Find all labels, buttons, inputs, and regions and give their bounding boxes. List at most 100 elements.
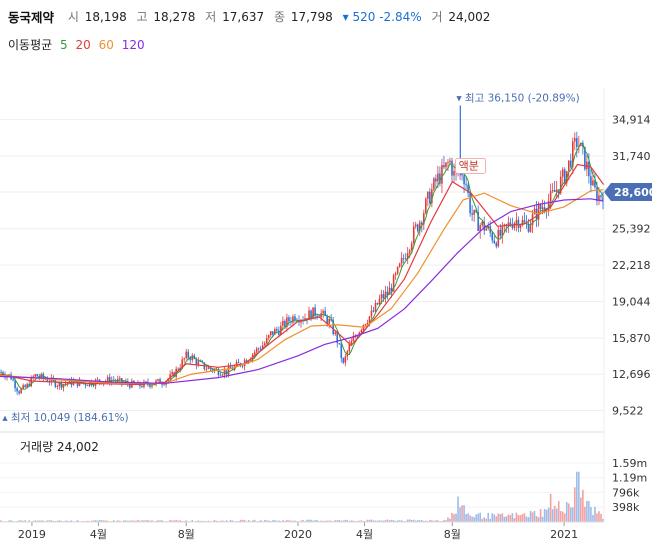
- volume-bar: [501, 513, 504, 522]
- candle-body: [386, 291, 389, 295]
- price-series: [0, 131, 604, 396]
- candle-body: [241, 365, 244, 367]
- volume-bar: [92, 520, 95, 522]
- candle-body: [286, 317, 288, 327]
- close-label: 종: [273, 10, 285, 24]
- candle-body: [555, 189, 558, 192]
- volume-bar: [473, 517, 475, 522]
- volume-bar: [565, 502, 568, 522]
- candle-body: [511, 224, 514, 228]
- volume-bar: [491, 513, 494, 522]
- candle-body: [483, 221, 486, 231]
- volume-bar: [0, 520, 2, 522]
- candle-body: [356, 336, 359, 338]
- candle-body: [561, 169, 564, 177]
- volume-bar: [358, 520, 361, 522]
- volume-bar: [372, 520, 375, 522]
- candle-body: [278, 330, 280, 335]
- volume-bar: [127, 520, 129, 522]
- candle-body: [600, 195, 602, 198]
- price-tick-label: 12,696: [612, 368, 651, 381]
- candle-body: [18, 391, 20, 394]
- candle-body: [253, 352, 256, 355]
- volume-bar: [276, 520, 278, 522]
- volume-bar: [231, 520, 234, 522]
- volume-bar: [557, 501, 560, 522]
- price-axis-ticks: 9,522 12,696 15,870 19,044 22,218 25,392 31,74…: [604, 114, 654, 418]
- volume-bar: [135, 520, 137, 522]
- candle-body: [342, 358, 345, 363]
- candle-body: [157, 379, 159, 381]
- volume-bar: [457, 496, 459, 522]
- candle-body: [68, 379, 71, 384]
- candle-body: [602, 197, 604, 202]
- candle-body: [288, 317, 290, 322]
- candle-body: [118, 378, 121, 380]
- candle-body: [183, 358, 186, 360]
- candle-body: [292, 316, 294, 323]
- candle-body: [586, 161, 588, 170]
- volume-bar: [384, 520, 387, 522]
- candle-body: [235, 362, 238, 366]
- volume-bar: [90, 520, 93, 522]
- candle-body: [129, 384, 131, 388]
- volume-bar: [350, 520, 353, 522]
- volume-bar: [40, 520, 43, 522]
- candle-body: [580, 142, 582, 146]
- candle-body: [453, 171, 455, 176]
- candle-body: [263, 343, 266, 346]
- volume-bar: [265, 520, 268, 522]
- volume-bar: [594, 506, 596, 522]
- stock-name[interactable]: 동국제약: [8, 10, 55, 25]
- volume-bar: [137, 520, 139, 522]
- volume-bar: [326, 520, 328, 522]
- volume-bar: [584, 506, 586, 522]
- candle-body: [384, 291, 387, 299]
- volume-bar: [302, 519, 304, 522]
- volume-bar: [10, 520, 12, 522]
- volume-bar: [346, 519, 349, 522]
- candle-body: [571, 141, 574, 167]
- volume-bar: [561, 511, 564, 522]
- volume-bar: [336, 520, 339, 522]
- candle-body: [207, 367, 210, 369]
- volume-bar: [352, 520, 355, 522]
- volume-bar: [241, 519, 244, 522]
- volume-bar: [388, 520, 391, 522]
- moving-average-legend[interactable]: 이동평균 5 20 60 120: [8, 36, 149, 53]
- ma-legend-20: 20: [75, 38, 91, 52]
- volume-bar: [112, 520, 115, 522]
- volume-bar: [483, 517, 486, 522]
- event-badge: [455, 157, 487, 174]
- price-tick-label: 25,392: [612, 223, 651, 236]
- low-value: 17,637: [222, 9, 265, 24]
- candle-body: [414, 224, 417, 227]
- candle-body: [272, 331, 274, 335]
- candle-body: [402, 257, 405, 259]
- candle-body: [86, 385, 89, 387]
- volume-bar: [272, 520, 274, 522]
- candle-body: [340, 343, 343, 359]
- candle-body: [449, 160, 451, 163]
- volume-bar: [263, 519, 266, 522]
- volume-bar: [70, 520, 73, 522]
- candle-body: [229, 366, 232, 369]
- volume-tick-label: 1.19m: [612, 472, 647, 485]
- candle-body: [274, 329, 276, 335]
- volume-bar: [370, 519, 373, 522]
- volume-bar: [86, 520, 89, 522]
- candle-body: [590, 176, 592, 186]
- volume-bar: [161, 520, 163, 522]
- volume-bar: [342, 520, 345, 522]
- high-label: 고: [136, 10, 148, 24]
- volume-bar: [414, 520, 417, 522]
- volume-bar: [324, 520, 326, 522]
- candle-body: [533, 208, 536, 215]
- volume-bar: [590, 507, 592, 522]
- volume-bar: [18, 520, 20, 522]
- candle-body: [255, 348, 258, 353]
- ma-legend-5: 5: [60, 38, 68, 52]
- candle-body: [294, 316, 296, 321]
